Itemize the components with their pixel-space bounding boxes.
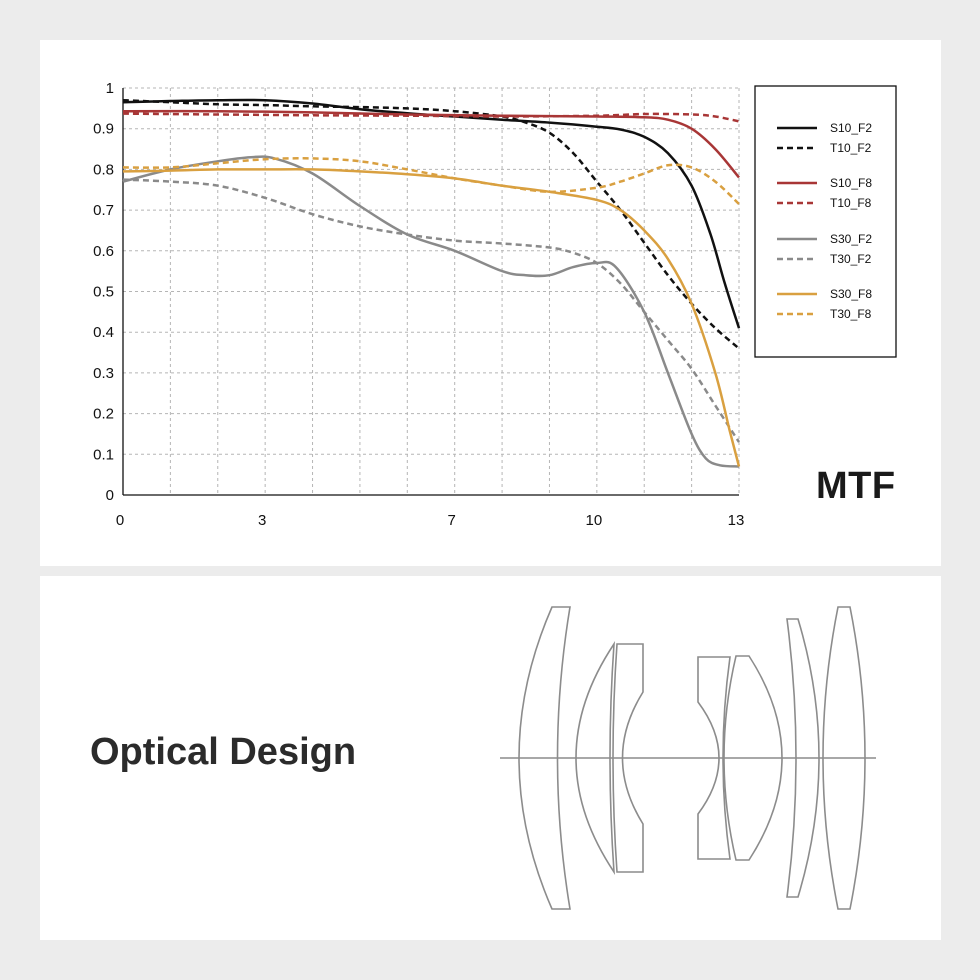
optical-design-title: Optical Design [90, 731, 357, 773]
series-line-s30-f8 [122, 168, 741, 467]
lens-element-6 [786, 618, 820, 898]
lens-element-7 [822, 606, 866, 910]
legend-label: S30_F2 [830, 232, 872, 246]
series-line-t10-f2 [122, 98, 740, 350]
mtf-chart: 00.10.20.30.40.50.60.70.80.910 3 7 10 13 S10… [93, 80, 897, 529]
lens-element-5 [723, 655, 783, 861]
legend-label: T30_F8 [830, 307, 872, 321]
y-tick-label: 0.8 [93, 161, 114, 178]
legend-label: S10_F2 [830, 121, 872, 135]
series-line-s10-f8 [122, 109, 740, 179]
x-tick-label: 3 [258, 512, 266, 529]
series-line-t30-f8 [122, 157, 740, 205]
y-tick-label: 0.1 [93, 446, 114, 463]
y-tick-label: 0 [106, 487, 114, 504]
mtf-title: MTF [816, 465, 896, 507]
legend-label: S10_F8 [830, 176, 872, 190]
x-tick-label: 0 [116, 512, 124, 529]
series-line-s10-f2 [122, 98, 741, 329]
y-tick-label: 0.7 [93, 202, 114, 219]
series-line-s30-f2 [122, 155, 740, 468]
chart-axes: 00.10.20.30.40.50.60.70.80.910 3 7 10 13 [93, 80, 744, 529]
y-tick-label: 0.3 [93, 365, 114, 382]
legend-label: T10_F8 [830, 196, 872, 210]
lens-element-3 [612, 643, 644, 873]
y-tick-label: 0.4 [93, 324, 114, 341]
series-line-t30-f2 [122, 178, 741, 443]
lens-diagram [500, 606, 876, 910]
chart-series [122, 98, 741, 468]
mtf-panel: 0 0.1 0.2 0.3 0.4 0.5 0.6 0.7 0.8 0.9 1 0 3 7 10 13 S10… [40, 40, 941, 566]
x-tick-label: 7 [448, 512, 456, 529]
x-tick-label: 13 [728, 512, 745, 529]
chart-grid [123, 87, 740, 495]
x-tick-label: 10 [586, 512, 603, 529]
chart-legend: S10_F2 T10_F2 S10_F8 T10_F8 S30_F2 T30_F2 S30_… [754, 85, 897, 358]
optical-design-panel: Optical Design [40, 576, 941, 940]
legend-label: T30_F2 [830, 252, 872, 266]
y-tick-label: 0.6 [93, 243, 114, 260]
y-tick-label: 0.5 [93, 284, 114, 301]
lens-element-2 [575, 641, 616, 875]
lens-element-1 [518, 606, 571, 910]
y-tick-label: 0.9 [93, 121, 114, 138]
legend-label: T10_F2 [830, 141, 872, 155]
legend-label: S30_F8 [830, 287, 872, 301]
y-tick-label: 1 [106, 80, 114, 97]
legend-box [754, 85, 897, 358]
y-tick-label: 0.2 [93, 406, 114, 423]
lens-element-4 [697, 656, 731, 860]
